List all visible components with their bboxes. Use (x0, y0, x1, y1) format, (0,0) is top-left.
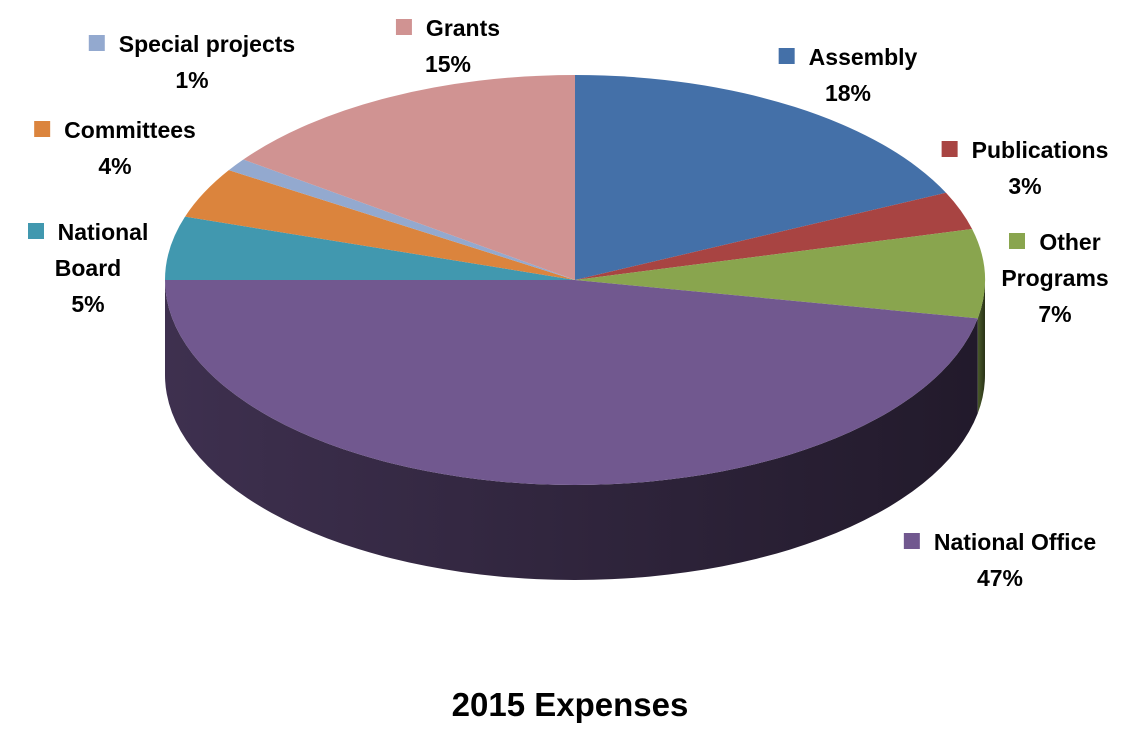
pie-slice (185, 170, 575, 280)
legend-label: Committees (64, 117, 196, 143)
pie-slice (228, 159, 575, 280)
pie-side (977, 280, 985, 414)
legend-swatch (903, 533, 920, 549)
legend-label: Assembly (808, 44, 918, 70)
legend-swatch (1009, 233, 1026, 249)
value-label: 47% (976, 565, 1024, 591)
chart-title: 2015 Expenses (451, 686, 689, 723)
value-label: 7% (1038, 301, 1072, 327)
legend-entry: National Board (13, 214, 163, 286)
legend-label: National Board (54, 219, 149, 281)
data-label: Grants 15% (395, 10, 501, 82)
pie-slice (575, 229, 985, 319)
data-label: National Board 5% (13, 214, 163, 322)
data-label: Other Programs 7% (980, 224, 1130, 332)
legend-label: National Office (933, 529, 1097, 555)
pie-slice (243, 75, 575, 280)
legend-label: Grants (425, 15, 501, 41)
legend-swatch (778, 48, 795, 64)
legend-label: Other Programs (1001, 229, 1109, 291)
legend-entry: Special projects (88, 26, 296, 62)
data-label: Publications 3% (941, 132, 1109, 204)
value-label: 1% (175, 67, 209, 93)
legend-label: Special projects (118, 31, 296, 57)
value-label: 3% (1008, 173, 1042, 199)
pie-slice (165, 216, 575, 280)
legend-swatch (395, 19, 412, 35)
legend-label: Publications (971, 137, 1109, 163)
value-label: 15% (424, 51, 472, 77)
legend-entry: Assembly (778, 39, 918, 75)
data-label: Committees 4% (34, 112, 196, 184)
legend-swatch (34, 121, 51, 137)
value-label: 5% (71, 291, 105, 317)
data-label: Assembly 18% (778, 39, 918, 111)
pie-side (165, 280, 978, 581)
data-label: National Office 47% (903, 524, 1097, 596)
legend-entry: Grants (395, 10, 501, 46)
legend-entry: National Office (903, 524, 1097, 560)
value-label: 4% (98, 153, 132, 179)
value-label: 18% (824, 80, 872, 106)
legend-swatch (27, 223, 44, 239)
data-label: Special projects 1% (88, 26, 296, 98)
legend-swatch (941, 141, 958, 157)
legend-entry: Other Programs (980, 224, 1130, 296)
legend-entry: Committees (34, 112, 196, 148)
pie-slice (165, 280, 978, 486)
legend-swatch (88, 35, 105, 51)
pie-slice (575, 75, 946, 280)
legend-entry: Publications (941, 132, 1109, 168)
pie-slice (575, 192, 973, 280)
